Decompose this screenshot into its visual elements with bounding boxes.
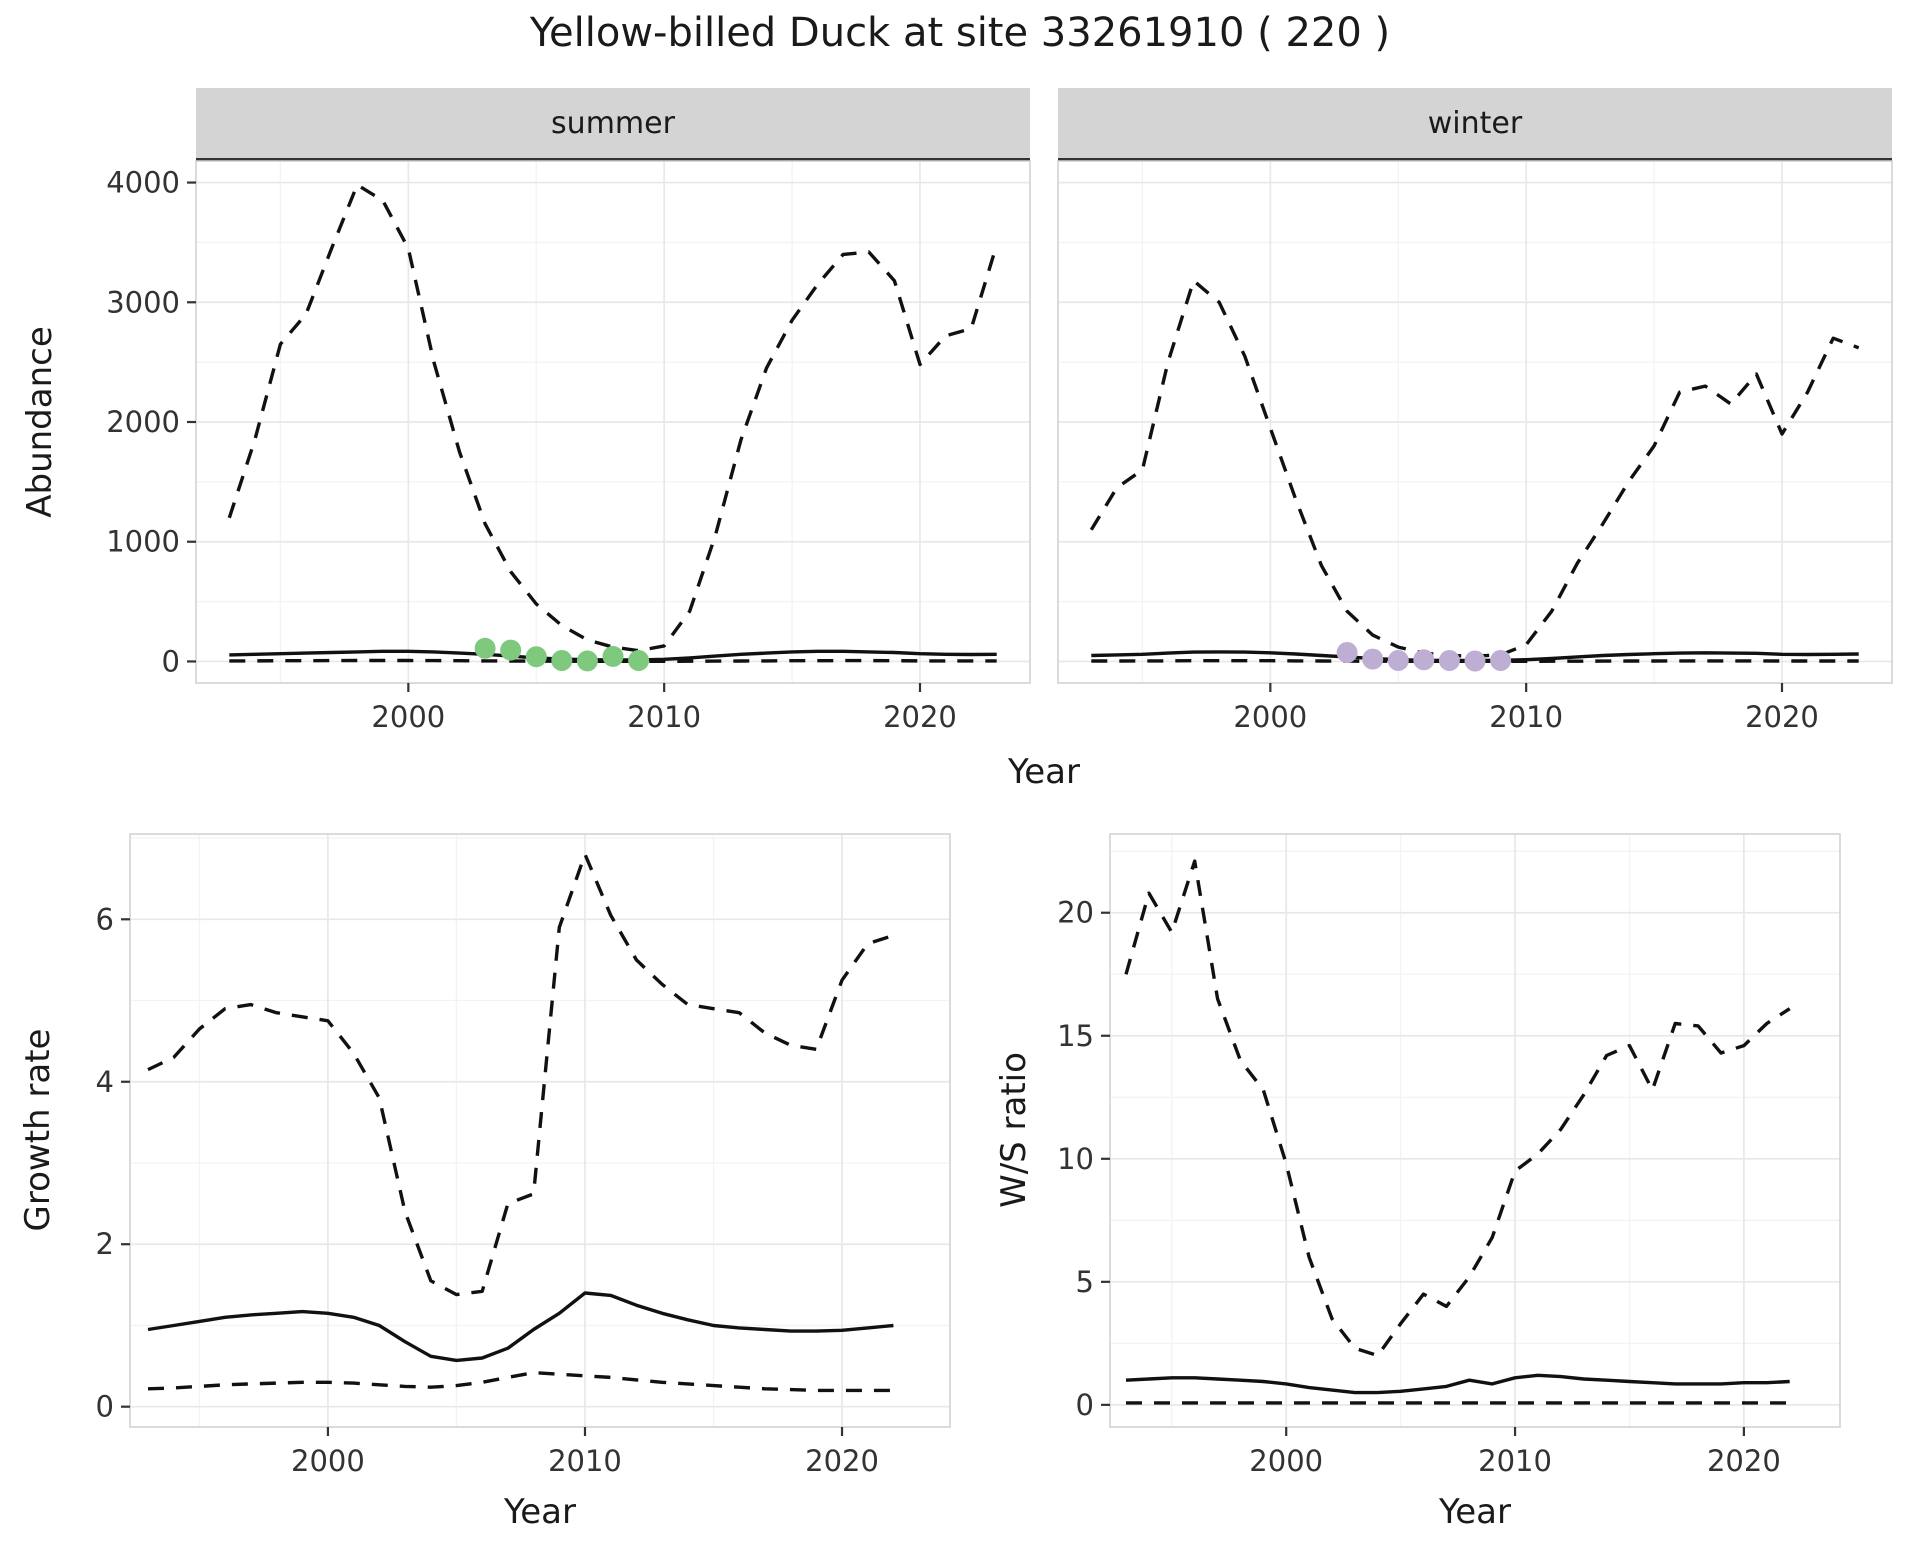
x-axis-label-year-ws: Year: [1439, 1492, 1511, 1532]
panel-ws-ratio: 2000 2010 2020 0 5 10 15 20: [1057, 833, 1841, 1478]
y-axis-label-ws-ratio: W/S ratio: [994, 1052, 1034, 1208]
svg-text:2: 2: [96, 1227, 114, 1261]
svg-text:2020: 2020: [1745, 700, 1819, 734]
panel-growth-rate: 2000 2010 2020 0 2 4 6: [96, 833, 951, 1478]
svg-text:4000: 4000: [106, 166, 180, 200]
x-axis-label-year-top: Year: [1008, 752, 1080, 792]
svg-text:2000: 2000: [1233, 700, 1307, 734]
facet-strip-summer: summer: [196, 88, 1030, 161]
svg-text:2000: 2000: [371, 700, 445, 734]
svg-text:0: 0: [1076, 1388, 1094, 1422]
svg-text:0: 0: [162, 644, 180, 678]
svg-text:5: 5: [1076, 1265, 1094, 1299]
svg-text:4: 4: [96, 1065, 114, 1099]
svg-text:2020: 2020: [883, 700, 957, 734]
panel-abundance-winter: 2000 2010 2020: [1057, 160, 1893, 734]
x-axis-label-year-growth: Year: [504, 1492, 576, 1532]
svg-text:2000: 2000: [106, 405, 180, 439]
svg-text:15: 15: [1057, 1019, 1094, 1053]
panel-abundance-summer: 2000 2010 2020 0 1000 2000 3000 4000: [106, 160, 1031, 734]
svg-text:2000: 2000: [1249, 1444, 1323, 1478]
svg-text:20: 20: [1057, 896, 1094, 930]
facet-strip-winter: winter: [1058, 88, 1892, 161]
svg-text:2020: 2020: [1707, 1444, 1781, 1478]
y-axis-label-abundance: Abundance: [20, 326, 60, 518]
svg-text:2020: 2020: [805, 1444, 879, 1478]
svg-text:6: 6: [96, 902, 114, 936]
svg-text:2010: 2010: [1489, 700, 1563, 734]
chart-title: Yellow-billed Duck at site 33261910 ( 22…: [529, 10, 1391, 56]
svg-text:1000: 1000: [106, 525, 180, 559]
y-axis-label-growth-rate: Growth rate: [18, 1028, 58, 1232]
svg-text:2010: 2010: [627, 700, 701, 734]
svg-text:2010: 2010: [1478, 1444, 1552, 1478]
svg-text:2000: 2000: [291, 1444, 365, 1478]
svg-text:0: 0: [96, 1390, 114, 1424]
svg-text:10: 10: [1057, 1142, 1094, 1176]
svg-text:2010: 2010: [548, 1444, 622, 1478]
svg-text:3000: 3000: [106, 285, 180, 319]
